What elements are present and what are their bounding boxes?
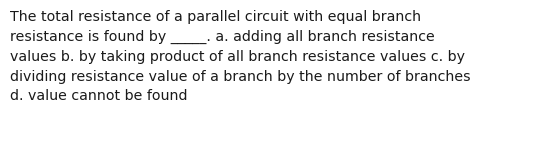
Text: The total resistance of a parallel circuit with equal branch
resistance is found: The total resistance of a parallel circu… — [10, 10, 470, 103]
